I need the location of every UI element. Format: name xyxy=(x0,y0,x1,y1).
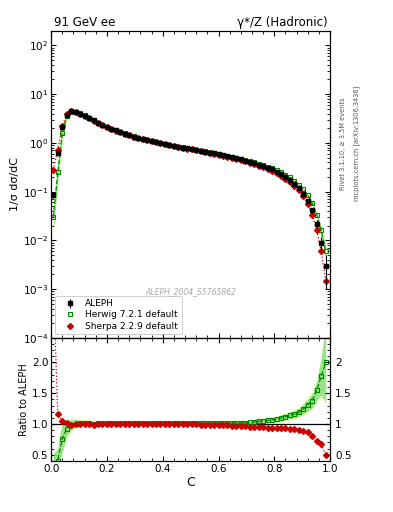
Y-axis label: Ratio to ALEPH: Ratio to ALEPH xyxy=(19,363,29,436)
Text: 91 GeV ee: 91 GeV ee xyxy=(54,16,115,29)
Herwig 7.2.1 default xyxy=(323,248,328,254)
Herwig 7.2.1 default xyxy=(78,110,83,116)
Text: γ*/Z (Hadronic): γ*/Z (Hadronic) xyxy=(237,16,327,29)
Herwig 7.2.1 default xyxy=(69,109,73,115)
Sherpa 2.2.9 default xyxy=(78,111,83,117)
Text: Rivet 3.1.10, ≥ 3.5M events: Rivet 3.1.10, ≥ 3.5M events xyxy=(340,97,346,189)
Sherpa 2.2.9 default xyxy=(109,126,114,132)
Herwig 7.2.1 default xyxy=(109,125,114,132)
Herwig 7.2.1 default xyxy=(292,178,297,184)
Text: mcplots.cern.ch [arXiv:1306.3436]: mcplots.cern.ch [arXiv:1306.3436] xyxy=(353,86,360,201)
Text: ALEPH_2004_S5765862: ALEPH_2004_S5765862 xyxy=(145,287,236,296)
Legend: ALEPH, Herwig 7.2.1 default, Sherpa 2.2.9 default: ALEPH, Herwig 7.2.1 default, Sherpa 2.2.… xyxy=(55,295,182,334)
Line: Sherpa 2.2.9 default: Sherpa 2.2.9 default xyxy=(51,109,328,283)
Sherpa 2.2.9 default xyxy=(69,108,73,114)
Herwig 7.2.1 default xyxy=(220,152,225,158)
Herwig 7.2.1 default xyxy=(51,214,56,220)
Herwig 7.2.1 default xyxy=(127,132,132,138)
Sherpa 2.2.9 default xyxy=(189,146,194,153)
Sherpa 2.2.9 default xyxy=(127,132,132,138)
Y-axis label: 1/σ dσ/dC: 1/σ dσ/dC xyxy=(10,157,20,211)
Sherpa 2.2.9 default xyxy=(323,278,328,284)
Sherpa 2.2.9 default xyxy=(220,153,225,159)
Sherpa 2.2.9 default xyxy=(51,167,56,173)
Line: Herwig 7.2.1 default: Herwig 7.2.1 default xyxy=(51,109,328,253)
Herwig 7.2.1 default xyxy=(189,146,194,152)
X-axis label: C: C xyxy=(186,476,195,489)
Sherpa 2.2.9 default xyxy=(292,183,297,189)
